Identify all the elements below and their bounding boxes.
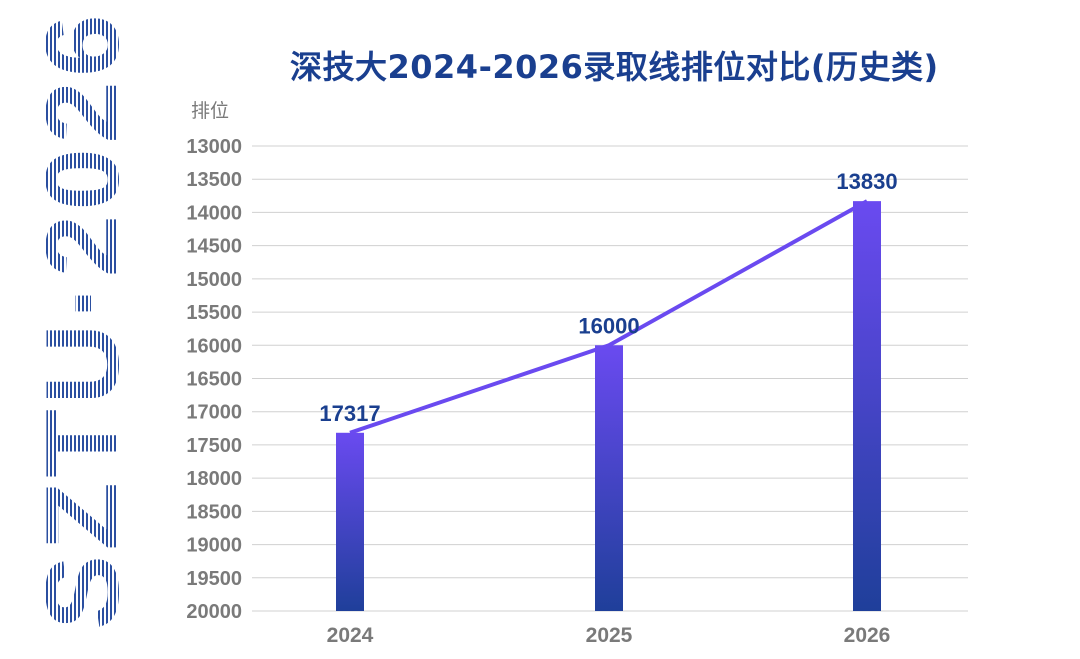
x-tick-label: 2025 — [586, 624, 633, 647]
y-tick-label: 15500 — [186, 302, 242, 324]
y-tick-label: 14500 — [186, 236, 242, 258]
bar-2024 — [336, 432, 364, 611]
sztu-2026-logo: SZTU·2026 — [25, 10, 140, 630]
y-tick-label: 18500 — [186, 501, 242, 523]
y-tick-label: 15000 — [186, 269, 242, 291]
data-label: 17317 — [319, 401, 380, 426]
y-tick-label: 17000 — [186, 402, 242, 424]
y-tick-label: 17500 — [186, 435, 242, 457]
y-tick-label: 13000 — [186, 136, 242, 158]
y-tick-label: 20000 — [186, 601, 242, 623]
y-tick-label: 13500 — [186, 169, 242, 191]
data-label: 16000 — [578, 313, 639, 338]
x-tick-label: 2024 — [327, 624, 374, 647]
y-tick-label: 19500 — [186, 568, 242, 590]
svg-text:SZTU·2026: SZTU·2026 — [25, 10, 140, 630]
chart-title: 深技大2024-2026录取线排位对比(历史类) — [290, 48, 939, 86]
y-tick-label: 19000 — [186, 535, 242, 557]
y-tick-label: 16500 — [186, 369, 242, 391]
data-label: 13830 — [836, 169, 897, 194]
y-axis-label: 排位 — [191, 100, 229, 122]
trend-line — [349, 199, 868, 435]
bar-2025 — [595, 345, 623, 611]
y-tick-label: 14000 — [186, 202, 242, 224]
y-tick-label: 18000 — [186, 468, 242, 490]
x-tick-label: 2026 — [844, 624, 891, 647]
bar-2026 — [853, 201, 881, 611]
y-tick-label: 16000 — [186, 335, 242, 357]
